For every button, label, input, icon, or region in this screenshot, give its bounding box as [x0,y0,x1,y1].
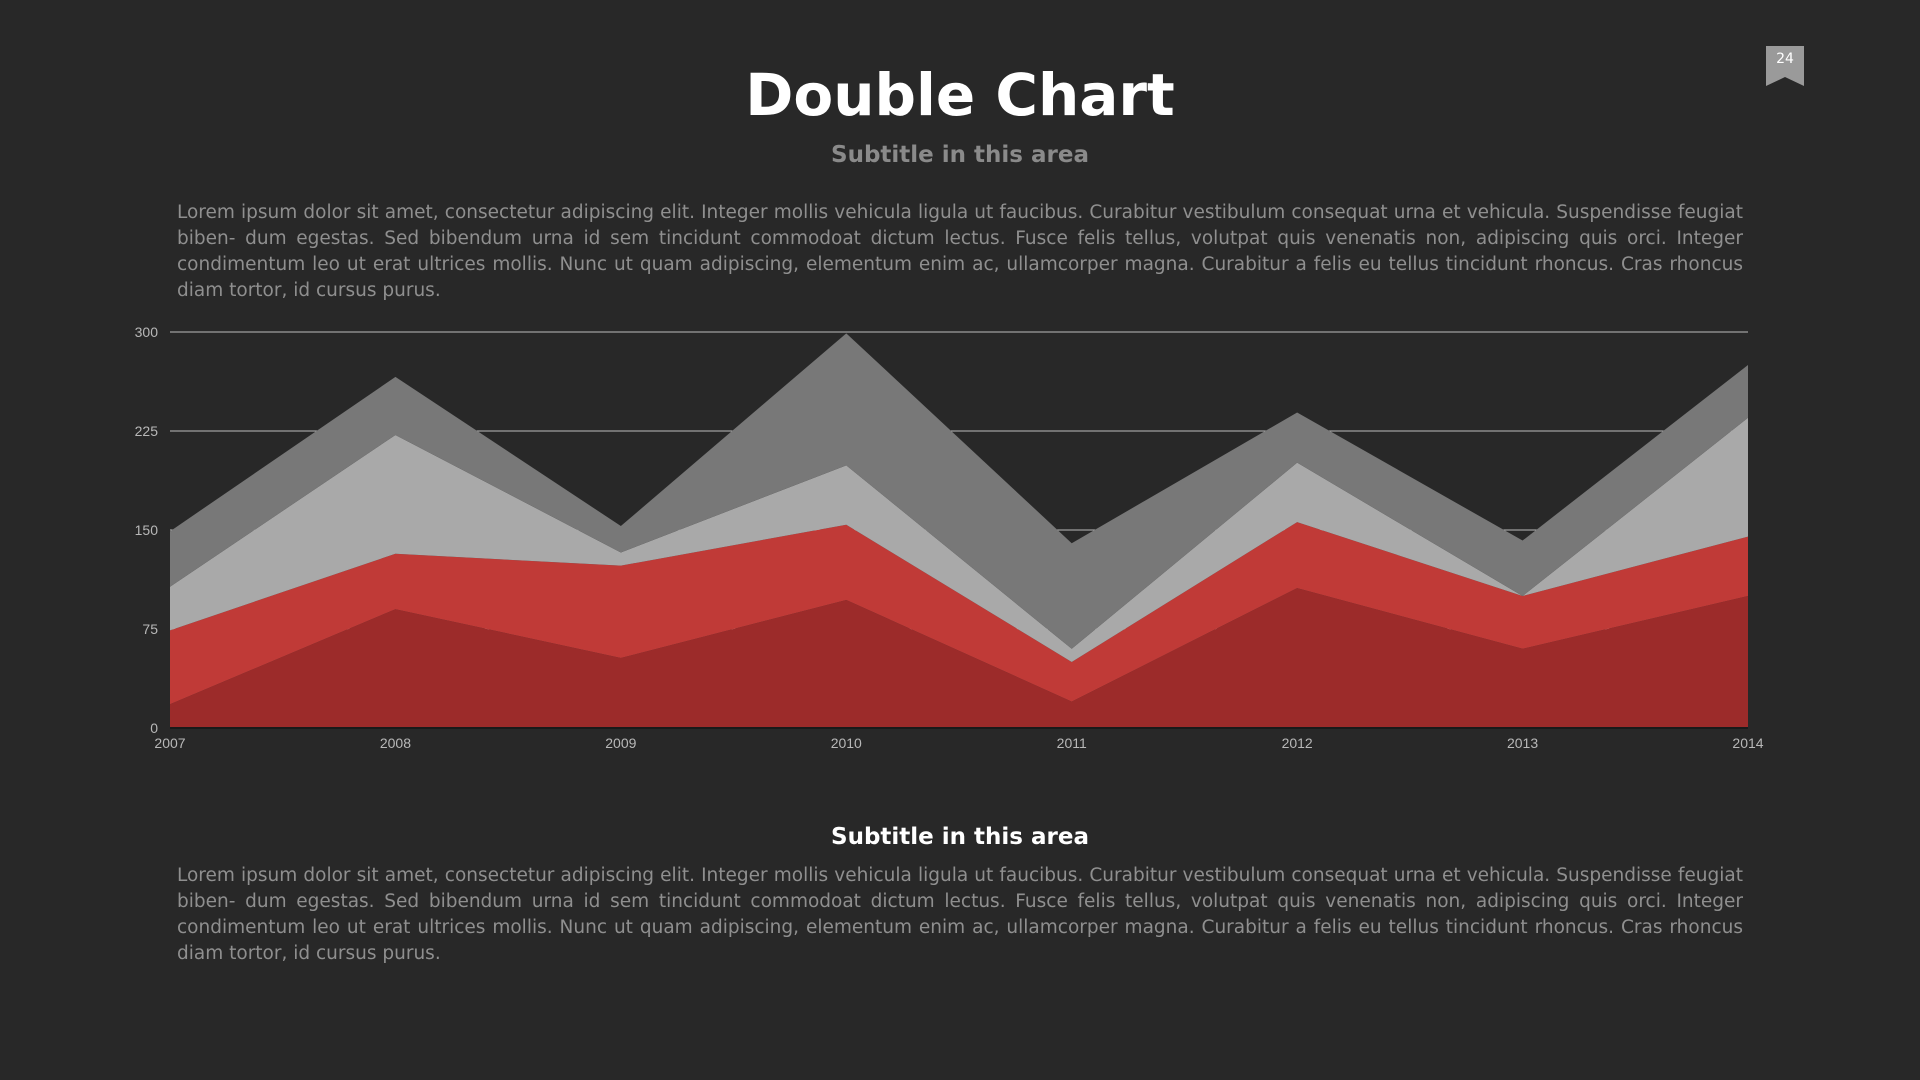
x-tick-label: 2014 [1732,735,1763,751]
area-series [170,333,1748,728]
bookmark-icon [1766,46,1804,86]
x-tick-label: 2010 [831,735,862,751]
y-tick-label: 0 [150,720,158,736]
x-tick-label: 2013 [1507,735,1538,751]
page-number-bookmark: 24 [1766,46,1804,86]
body-paragraph: Lorem ipsum dolor sit amet, consectetur … [177,865,1743,964]
y-tick-label: 300 [135,324,159,340]
x-tick-labels: 2007 2008 2009 2010 2011 2012 2013 2014 [154,735,1763,751]
y-tick-label: 225 [135,423,159,439]
y-tick-labels: 0 75 150 225 300 [135,324,159,736]
y-tick-label: 150 [135,522,159,538]
page-subtitle: Subtitle in this area [831,142,1089,168]
page-number: 24 [1776,51,1794,67]
x-tick-label: 2012 [1282,735,1313,751]
y-tick-label: 75 [142,621,158,637]
x-tick-label: 2007 [154,735,185,751]
intro-paragraph: Lorem ipsum dolor sit amet, consectetur … [177,202,1743,301]
area-series-2 [170,522,1748,705]
stacked-area-chart: 0 75 150 225 300 2007 2008 2009 2010 2011 2012 201… [135,324,1764,751]
x-tick-label: 2009 [605,735,636,751]
area-series-4 [170,333,1748,649]
area-series-3 [170,417,1748,662]
page-title: Double Chart [745,61,1175,129]
x-tick-label: 2011 [1057,735,1087,751]
x-tick-label: 2008 [380,735,411,751]
area-series-1 [170,588,1748,728]
section-subtitle: Subtitle in this area [831,824,1089,850]
